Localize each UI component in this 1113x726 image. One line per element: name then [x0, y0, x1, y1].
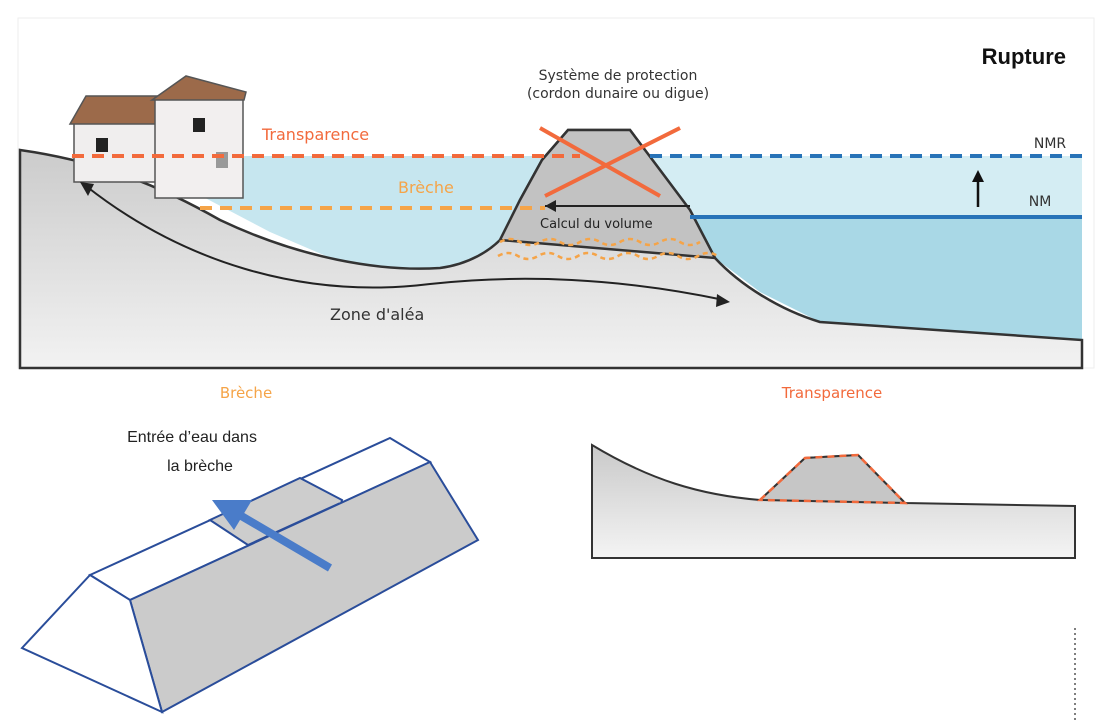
- breche-heading: Brèche: [220, 384, 272, 402]
- water-entry-label: Entrée d’eau dans: [127, 429, 257, 446]
- water-entry-arrow: [212, 500, 333, 572]
- diagram-title: Rupture: [982, 44, 1066, 69]
- transparence-label: Transparence: [261, 125, 369, 144]
- transparence-dune-outline: [756, 453, 909, 505]
- dune: [498, 128, 718, 260]
- rise-arrow: [972, 170, 984, 207]
- volume-label: Calcul du volume: [540, 217, 653, 232]
- raised-water-zone: [650, 156, 1082, 217]
- nmr-label: NMR: [1034, 136, 1067, 152]
- hazard-zone-label: Zone d'aléa: [330, 305, 424, 324]
- protection-system-label: Système de protection: [539, 68, 698, 84]
- breche-label: Brèche: [398, 178, 454, 197]
- transparence-heading: Transparence: [781, 384, 882, 402]
- top-panel: Rupture Système de protection (cordon du…: [17, 17, 1095, 370]
- volume-arrow: [545, 200, 690, 212]
- nm-label: NM: [1029, 194, 1052, 210]
- rupture-cross: [539, 126, 681, 198]
- hazard-zone-arrow: [80, 182, 730, 307]
- water-entry-label-line2: la brèche: [167, 458, 233, 475]
- protection-system-sublabel: (cordon dunaire ou digue): [527, 86, 709, 102]
- dike-end-face: [20, 573, 164, 714]
- breche-panel: Brèche Entrée d’eau dans la brèche: [20, 384, 480, 714]
- house-illustration: [68, 75, 247, 199]
- breach-wave-lines: [497, 237, 719, 261]
- transparence-panel: Transparence: [591, 384, 1076, 559]
- sea-water: [690, 217, 1082, 340]
